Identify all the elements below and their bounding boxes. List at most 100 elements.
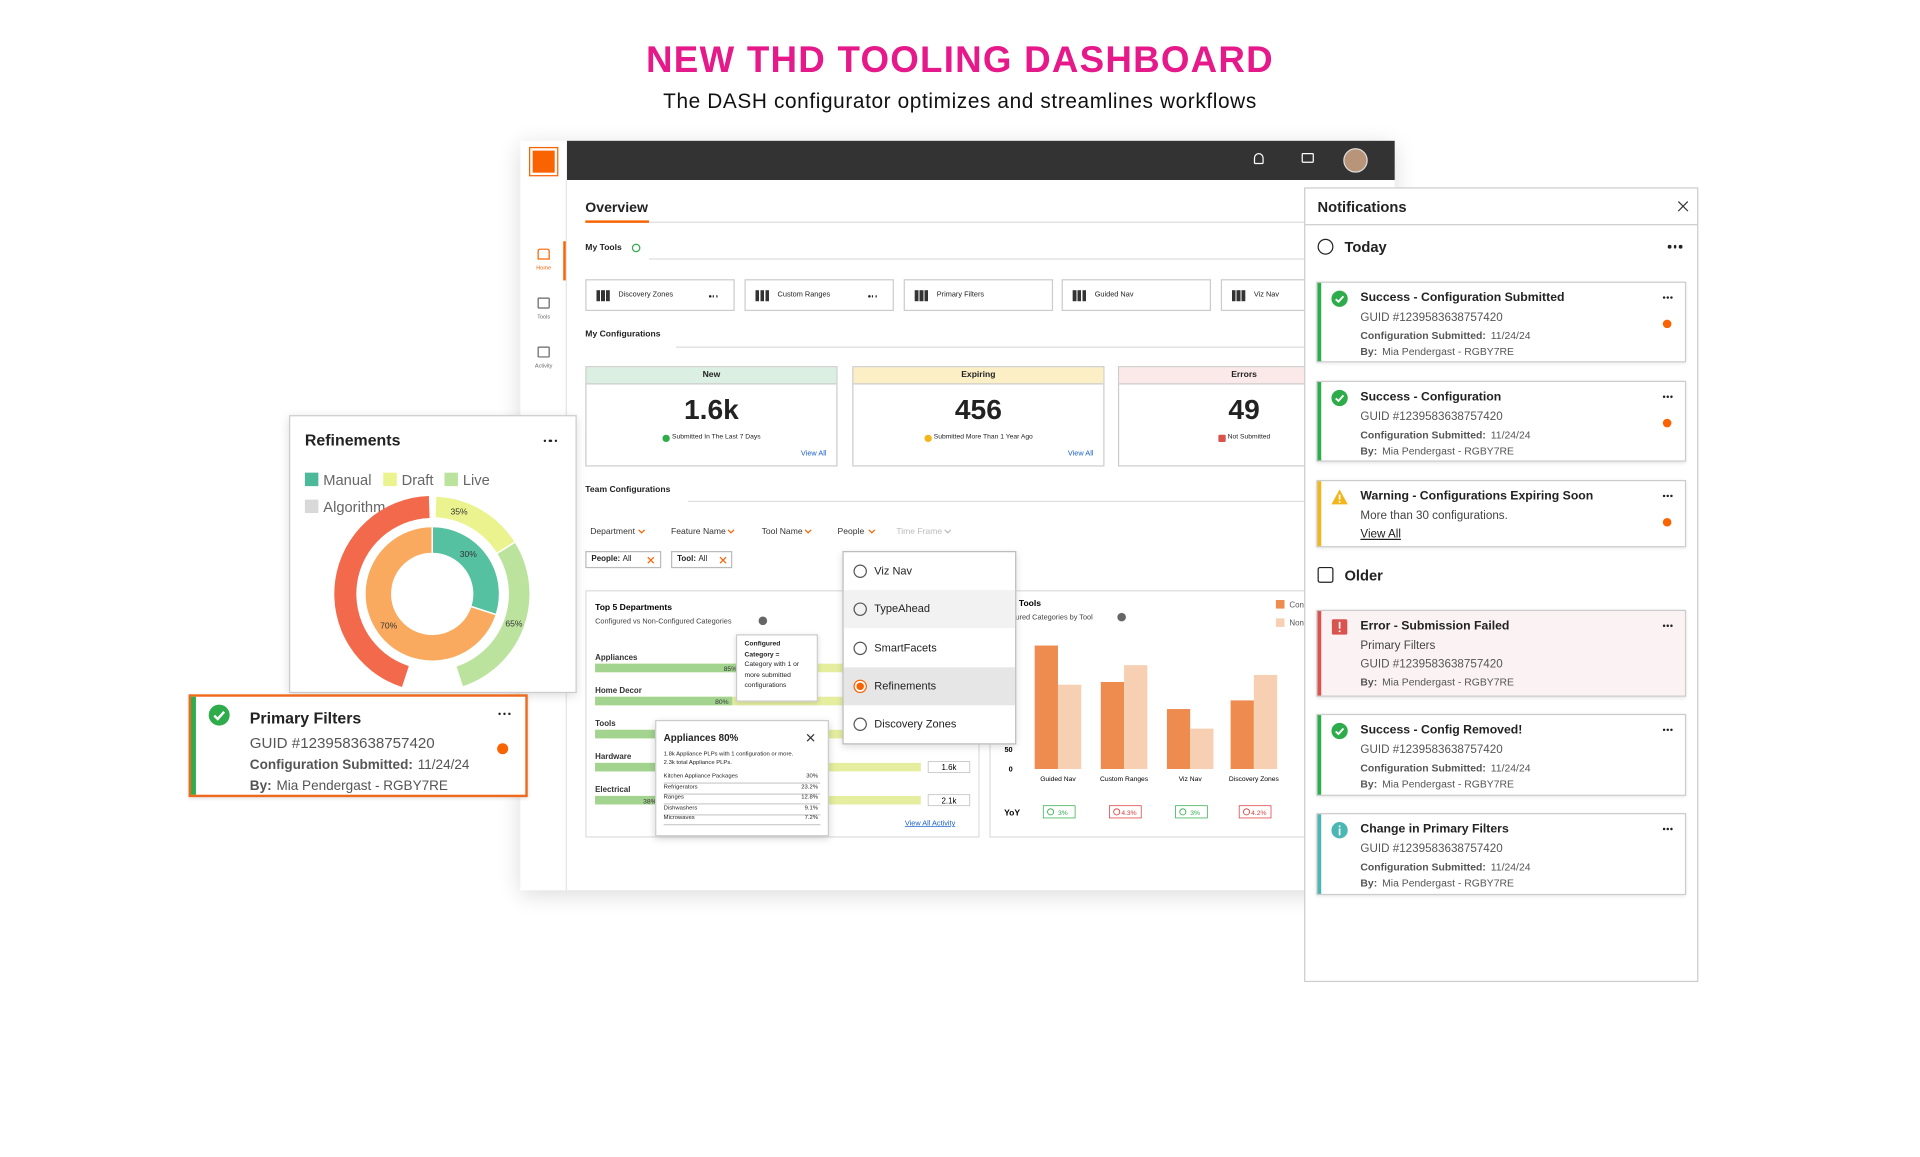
value-label: 80% [715, 699, 728, 706]
nav-label[interactable]: Home [536, 264, 552, 271]
chart-title: Top 5 Departments [595, 602, 672, 612]
notification-bell[interactable] [1253, 153, 1264, 165]
more-menu[interactable] [1662, 827, 1674, 832]
submitted-row: Configuration Submitted: 11/24/24 [250, 758, 470, 774]
more-menu[interactable] [1662, 624, 1674, 628]
radio [853, 602, 867, 617]
view-all-link[interactable]: View All [800, 450, 827, 458]
status-bar [1317, 814, 1322, 894]
card-title: Warning - Configurations Expiring Soon [1360, 489, 1594, 504]
filter-dropdown[interactable]: Department [590, 527, 635, 537]
by-label: By: [1360, 675, 1378, 689]
filter-chip[interactable]: Tool: All [671, 551, 733, 569]
notification-card: Change in Primary Filters GUID #123958363… [1316, 813, 1687, 896]
view-all-link[interactable]: View All [1067, 450, 1094, 458]
by-label: By: [1360, 443, 1378, 457]
filter-chip[interactable]: People: All [585, 551, 662, 569]
page-title: NEW THD TOOLING DASHBOARD [646, 40, 1274, 81]
logo[interactable] [528, 146, 559, 177]
filter-dropdown[interactable]: Time Frame [896, 527, 943, 537]
bar [595, 795, 661, 805]
status-icon [1331, 619, 1348, 635]
popup-text: 2.3k total Appliance PLPs. [663, 760, 732, 767]
group-icon [1317, 238, 1334, 255]
more-menu[interactable] [498, 712, 511, 718]
nav-icon[interactable] [537, 346, 550, 358]
more-menu[interactable] [1667, 244, 1684, 251]
nav-icon[interactable] [537, 248, 550, 260]
bar [1253, 674, 1278, 769]
status-bar [191, 696, 196, 795]
notification-card: Primary Filters GUID #1239583638757420 Con… [188, 694, 528, 798]
card-title: Success - Configuration [1360, 390, 1502, 405]
submitted-label: Configuration Submitted: [1360, 329, 1486, 342]
yoy-value: 4.2% [1251, 810, 1266, 817]
status-icon [1331, 489, 1348, 505]
dropdown-option[interactable]: SmartFacets [844, 629, 1015, 667]
more-menu[interactable] [1662, 728, 1674, 733]
tool-button[interactable]: Primary Filters [903, 279, 1054, 312]
tool-icon [1231, 290, 1246, 302]
more-menu[interactable] [1662, 494, 1674, 499]
by-value: Mia Pendergast - RGBY7RE [1382, 675, 1514, 689]
card-note: Submitted More Than 1 Year Ago [933, 433, 1033, 442]
segment-label: 70% [380, 621, 398, 631]
dot [1670, 296, 1673, 299]
ring-decoration [334, 495, 430, 688]
status-dot [662, 434, 670, 443]
icon-shape [1331, 722, 1348, 740]
view-all-link[interactable]: View All [1360, 527, 1401, 542]
filter-dropdown[interactable]: Feature Name [671, 527, 726, 537]
icon-shape [1335, 295, 1345, 304]
nav-label[interactable]: Activity [534, 362, 553, 369]
avatar[interactable] [1343, 148, 1368, 173]
status-icon [1331, 722, 1348, 740]
total-label: 2.1k [941, 796, 956, 805]
legend-swatch [1275, 600, 1285, 609]
dot [1666, 728, 1670, 731]
more-menu[interactable] [543, 439, 559, 446]
label: Team Configurations [585, 486, 671, 495]
view-all-activity-link[interactable]: View All Activity [905, 818, 956, 827]
dot [503, 712, 506, 716]
legend-label: Manual [323, 471, 372, 489]
icon-shape [208, 704, 230, 726]
tool-button[interactable]: Guided Nav [1061, 279, 1212, 312]
tool-button[interactable]: Discovery Zones [585, 279, 735, 312]
radio [853, 679, 867, 693]
submitted-date: 11/24/24 [417, 758, 470, 774]
tool-icon [596, 290, 610, 302]
tool-button[interactable]: Custom Ranges [744, 279, 894, 312]
popup-text: 1.8k Appliance PLPs with 1 configuration… [663, 751, 794, 758]
notification-card: Error - Submission Failed Primary Filters… [1316, 609, 1687, 697]
more-menu[interactable] [1662, 296, 1674, 300]
dropdown-option[interactable]: Viz Nav [844, 552, 1015, 590]
dot [868, 295, 871, 298]
dropdown-option[interactable]: Discovery Zones [844, 706, 1015, 744]
row-name: Ranges [663, 794, 684, 801]
submitted-date: 11/24/24 [1490, 329, 1531, 342]
bar [1230, 700, 1254, 769]
more-menu[interactable] [1662, 395, 1674, 400]
filter-dropdown[interactable]: People [837, 527, 865, 537]
row-value: 9.1% [804, 805, 818, 812]
card-header [853, 367, 1104, 385]
card-label: Errors [1231, 371, 1257, 380]
section-title: Overview [585, 200, 648, 216]
chat-icon[interactable] [1301, 153, 1314, 163]
y-tick-label: 0 [1009, 764, 1013, 773]
by-label: By: [249, 778, 272, 793]
dot [875, 295, 878, 298]
dropdown-option[interactable]: TypeAhead [843, 590, 1016, 629]
nav-icon[interactable] [537, 297, 550, 309]
option-label: SmartFacets [874, 641, 937, 654]
filter-dropdown[interactable]: Tool Name [761, 527, 803, 537]
dropdown-option[interactable]: Refinements [843, 667, 1016, 706]
more-menu[interactable] [868, 295, 878, 299]
nav-label[interactable]: Tools [537, 313, 551, 320]
notification-card: Success - Configuration Submitted GUID #1… [1316, 281, 1687, 363]
category-label: Appliances [595, 653, 638, 662]
tool-icon [755, 290, 769, 302]
more-menu[interactable] [708, 295, 719, 299]
